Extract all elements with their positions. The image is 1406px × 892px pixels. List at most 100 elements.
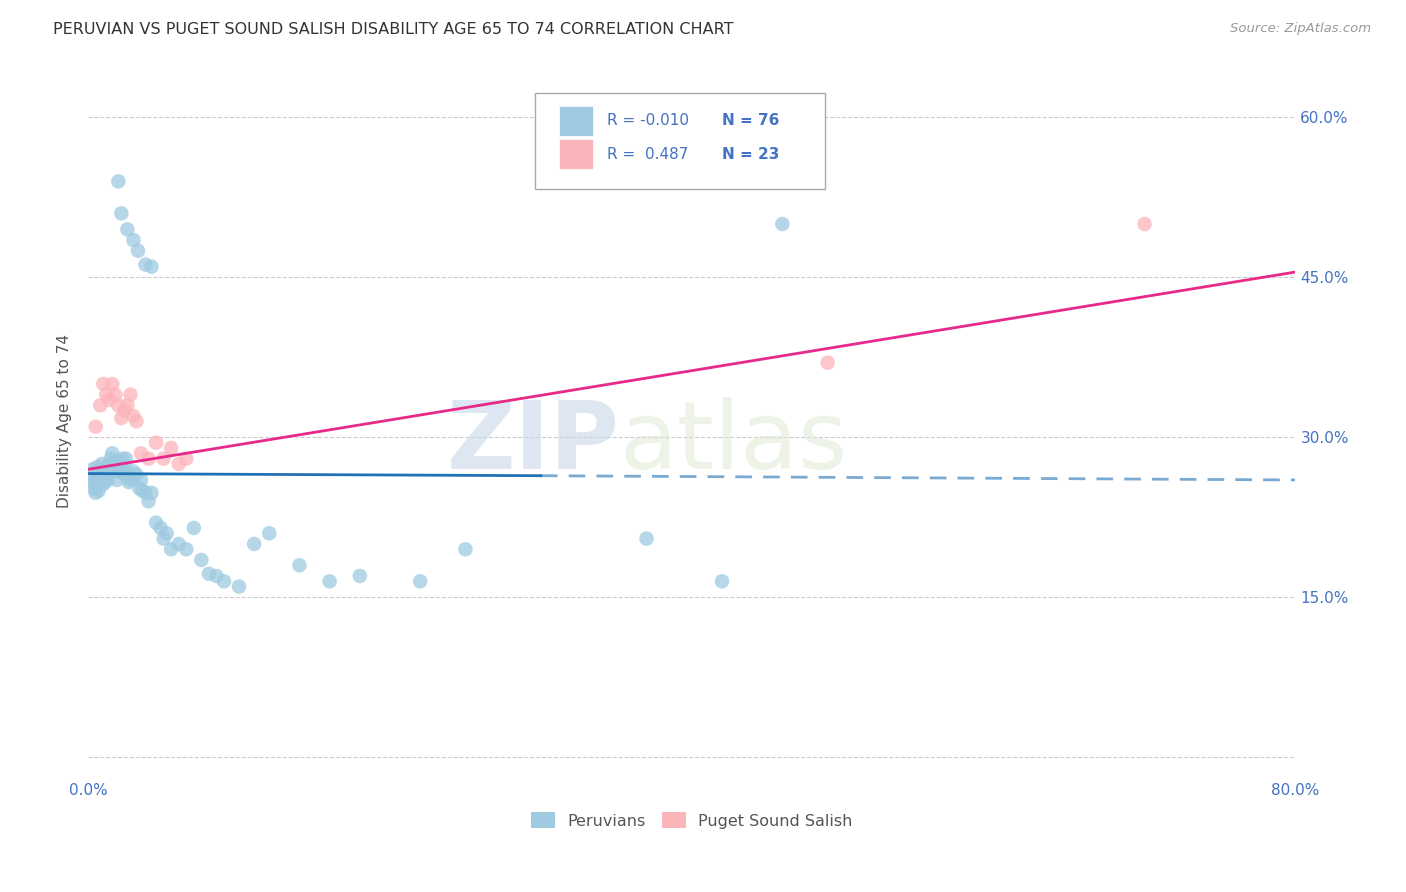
Point — [120, 473, 142, 487]
Point — [257, 526, 280, 541]
Point — [131, 483, 153, 498]
Point — [134, 485, 156, 500]
Point — [183, 521, 205, 535]
Point — [84, 478, 107, 492]
Point — [409, 574, 432, 589]
Point — [112, 467, 135, 482]
Point — [318, 574, 340, 589]
Point — [117, 467, 139, 482]
Point — [129, 473, 152, 487]
Point — [86, 467, 108, 482]
Point — [125, 414, 148, 428]
Point — [98, 465, 121, 479]
Point — [711, 574, 734, 589]
Point — [91, 477, 114, 491]
Point — [104, 465, 127, 479]
Point — [91, 376, 114, 391]
Point — [122, 233, 145, 247]
Point — [105, 473, 128, 487]
Point — [98, 457, 121, 471]
Point — [156, 526, 179, 541]
Point — [94, 467, 117, 482]
Point — [138, 494, 160, 508]
Point — [110, 411, 132, 425]
Point — [108, 460, 131, 475]
Point — [115, 451, 138, 466]
Point — [129, 446, 152, 460]
Text: Source: ZipAtlas.com: Source: ZipAtlas.com — [1230, 22, 1371, 36]
Point — [107, 174, 129, 188]
Point — [84, 485, 107, 500]
Point — [118, 475, 141, 489]
Point — [128, 482, 150, 496]
Point — [97, 473, 120, 487]
Point — [100, 451, 122, 466]
Point — [120, 387, 142, 401]
Point — [110, 206, 132, 220]
Point — [228, 580, 250, 594]
Point — [89, 474, 111, 488]
Point — [141, 260, 163, 274]
Point — [115, 462, 138, 476]
Point — [138, 451, 160, 466]
Point — [91, 462, 114, 476]
Point — [96, 387, 118, 401]
Point — [86, 460, 108, 475]
Point — [145, 516, 167, 530]
Point — [112, 403, 135, 417]
Text: N = 76: N = 76 — [723, 113, 779, 128]
Point — [96, 469, 118, 483]
Point — [111, 451, 134, 466]
Point — [101, 446, 124, 460]
Point — [122, 409, 145, 423]
Point — [104, 387, 127, 401]
Point — [134, 258, 156, 272]
Point — [212, 574, 235, 589]
Point — [90, 469, 112, 483]
Point — [98, 392, 121, 407]
Point — [160, 441, 183, 455]
Point — [89, 465, 111, 479]
Point — [91, 468, 114, 483]
FancyBboxPatch shape — [534, 93, 824, 189]
Point — [122, 465, 145, 479]
Point — [94, 475, 117, 489]
Point — [89, 398, 111, 412]
Point — [149, 521, 172, 535]
Point — [167, 457, 190, 471]
Point — [107, 454, 129, 468]
FancyBboxPatch shape — [560, 105, 593, 136]
Legend: Peruvians, Puget Sound Salish: Peruvians, Puget Sound Salish — [524, 806, 859, 835]
Point — [190, 553, 212, 567]
Point — [174, 542, 197, 557]
FancyBboxPatch shape — [560, 139, 593, 169]
Point — [117, 222, 139, 236]
Point — [84, 419, 107, 434]
Point — [125, 467, 148, 482]
Point — [83, 482, 105, 496]
Point — [1133, 217, 1156, 231]
Text: R =  0.487: R = 0.487 — [607, 146, 689, 161]
Point — [82, 462, 104, 476]
Point — [90, 457, 112, 471]
Text: ZIP: ZIP — [447, 397, 620, 489]
Point — [101, 456, 124, 470]
Point — [101, 376, 124, 391]
Point — [152, 451, 174, 466]
Point — [243, 537, 266, 551]
Point — [97, 466, 120, 480]
Text: PERUVIAN VS PUGET SOUND SALISH DISABILITY AGE 65 TO 74 CORRELATION CHART: PERUVIAN VS PUGET SOUND SALISH DISABILIT… — [53, 22, 734, 37]
Point — [87, 473, 110, 487]
Y-axis label: Disability Age 65 to 74: Disability Age 65 to 74 — [58, 334, 72, 508]
Text: R = -0.010: R = -0.010 — [607, 113, 689, 128]
Point — [82, 469, 104, 483]
Point — [174, 451, 197, 466]
Point — [198, 566, 221, 581]
Point — [349, 569, 371, 583]
Point — [110, 457, 132, 471]
Point — [127, 244, 149, 258]
Point — [87, 483, 110, 498]
Point — [141, 485, 163, 500]
Point — [145, 435, 167, 450]
Point — [205, 569, 228, 583]
